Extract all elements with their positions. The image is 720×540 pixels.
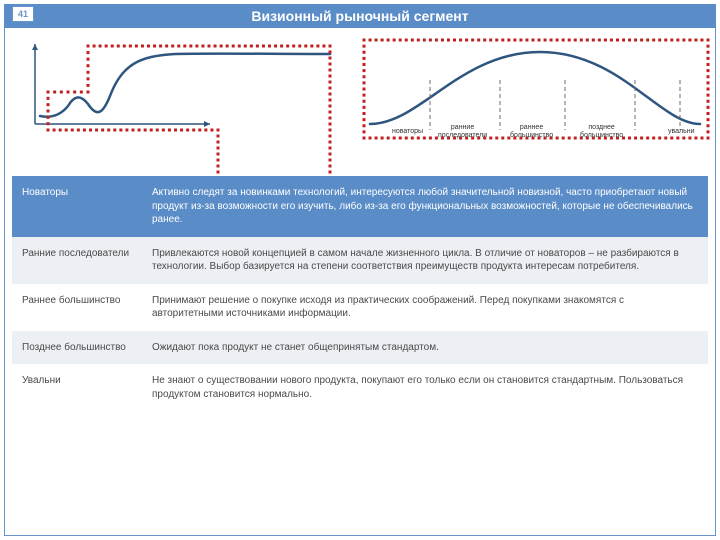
left-chart [10,34,340,144]
bell-label: позднее большинство [580,124,623,139]
table-description: Привлекаются новой концепцией в самом на… [142,237,708,284]
table-row: НоваторыАктивно следят за новинками техн… [12,176,708,237]
bell-label: раннее большинство [510,124,553,139]
table-description: Принимают решение о покупке исходя из пр… [142,284,708,331]
bell-label: увальни [668,128,695,136]
table-row: УвальниНе знают о существовании нового п… [12,364,708,411]
table-category: Раннее большинство [12,284,142,331]
table-row: Позднее большинствоОжидают пока продукт … [12,331,708,365]
bell-chart: новаторы ранние последователи раннее больш… [350,34,710,144]
table-category: Увальни [12,364,142,411]
table-description: Не знают о существовании нового продукта… [142,364,708,411]
page-number: 41 [12,6,34,22]
header-bar: Визионный рыночный сегмент [4,4,716,28]
table-description: Ожидают пока продукт не станет общеприня… [142,331,708,365]
table-row: Раннее большинствоПринимают решение о по… [12,284,708,331]
charts-row: новаторы ранние последователи раннее больш… [10,34,710,154]
table-row: Ранние последователиПривлекаются новой к… [12,237,708,284]
table-category: Ранние последователи [12,237,142,284]
bell-label: ранние последователи [438,124,487,139]
table-category: Позднее большинство [12,331,142,365]
page-title: Визионный рыночный сегмент [251,8,468,24]
bell-label: новаторы [392,128,423,136]
table-description: Активно следят за новинками технологий, … [142,176,708,237]
table-category: Новаторы [12,176,142,237]
segment-table: НоваторыАктивно следят за новинками техн… [12,176,708,411]
